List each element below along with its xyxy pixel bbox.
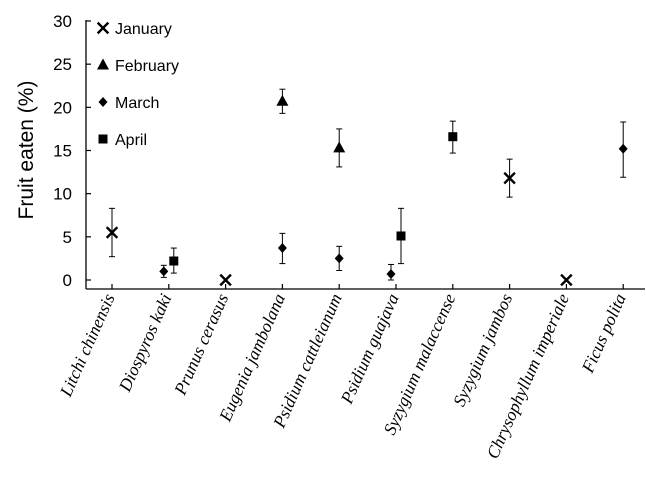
data-point (560, 273, 573, 287)
data-point (448, 120, 458, 154)
marker-diamond (98, 97, 108, 107)
data-points (105, 88, 628, 287)
data-point (503, 158, 516, 198)
legend-item-april: April (98, 132, 147, 149)
x-category-label: Prunus cerasus (169, 290, 232, 398)
y-tick-label: 30 (53, 12, 72, 31)
data-point (105, 207, 119, 258)
marker-stroke (96, 21, 110, 35)
data-point (277, 232, 287, 265)
series-january (105, 158, 573, 287)
legend: January February March April (96, 21, 179, 149)
marker-square (169, 256, 179, 266)
series-march (159, 121, 628, 281)
marker-stroke (503, 171, 516, 185)
y-tick-label: 25 (53, 55, 72, 74)
y-tick-label: 0 (63, 271, 72, 290)
data-point (386, 263, 396, 281)
x-category-label: Psidium guajava (336, 290, 403, 407)
x-category-label: Litchi chinensis (55, 290, 119, 400)
y-tick-label: 10 (53, 185, 72, 204)
marker-stroke (105, 226, 119, 239)
x-category-label: Diospyros kaki (114, 290, 175, 395)
marker-x (96, 21, 110, 35)
legend-item-february: February (97, 58, 179, 75)
marker-triangle (97, 58, 109, 70)
marker-diamond (277, 243, 287, 254)
data-point (334, 245, 344, 272)
data-point (333, 128, 346, 168)
marker-diamond (386, 268, 396, 279)
data-point (276, 88, 289, 114)
y-tick-label: 5 (63, 228, 72, 247)
legend-label: February (115, 58, 179, 75)
marker-x (105, 226, 119, 239)
data-point (169, 247, 179, 274)
marker-diamond (618, 143, 628, 154)
x-category-label: Ficus polita (577, 290, 630, 376)
marker-x (560, 273, 573, 287)
data-point (618, 121, 628, 178)
legend-label: March (115, 95, 159, 112)
x-category-label: Syzygium jambos (449, 290, 517, 409)
marker-square (448, 132, 458, 142)
axes (85, 20, 645, 290)
legend-label: January (115, 21, 172, 38)
series-april (169, 120, 458, 274)
marker-triangle (276, 94, 289, 106)
series-february (276, 88, 346, 168)
legend-item-march: March (98, 95, 159, 112)
marker-square (98, 134, 108, 144)
marker-diamond (159, 266, 169, 277)
marker-stroke (560, 273, 573, 287)
data-point (159, 264, 169, 278)
marker-x (503, 171, 516, 185)
legend-item-january: January (96, 21, 172, 38)
marker-square (396, 231, 406, 241)
marker-triangle (333, 141, 346, 153)
y-tick-label: 15 (53, 142, 72, 161)
y-tick-label: 20 (53, 98, 72, 117)
data-point (396, 207, 406, 265)
y-axis-label: Fruit eaten (%) (15, 81, 38, 220)
y-axis-ticks: 0 5 10 15 20 25 30 (53, 12, 91, 290)
data-point (219, 273, 232, 287)
marker-stroke (219, 273, 232, 287)
marker-x (219, 273, 232, 287)
legend-label: April (115, 132, 147, 149)
marker-diamond (334, 253, 344, 264)
